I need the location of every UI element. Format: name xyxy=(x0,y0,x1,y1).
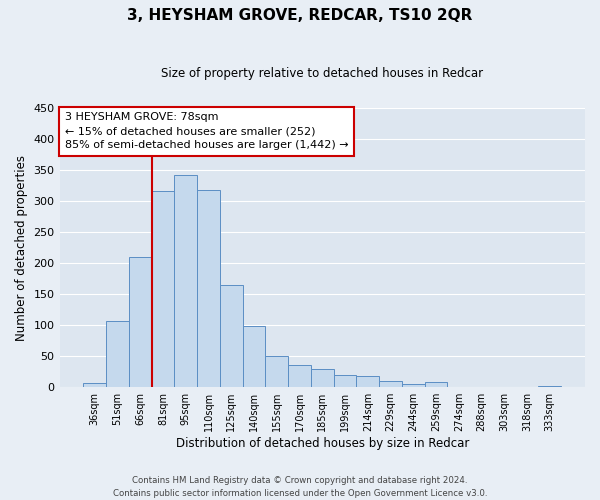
Bar xyxy=(356,376,379,387)
Bar xyxy=(538,386,561,387)
Bar xyxy=(288,365,311,387)
Text: Contains HM Land Registry data © Crown copyright and database right 2024.
Contai: Contains HM Land Registry data © Crown c… xyxy=(113,476,487,498)
Bar xyxy=(402,384,425,387)
Bar xyxy=(220,285,242,387)
Bar xyxy=(425,382,448,387)
Bar xyxy=(379,381,402,387)
Text: 3, HEYSHAM GROVE, REDCAR, TS10 2QR: 3, HEYSHAM GROVE, REDCAR, TS10 2QR xyxy=(127,8,473,22)
Title: Size of property relative to detached houses in Redcar: Size of property relative to detached ho… xyxy=(161,68,484,80)
Bar xyxy=(334,376,356,387)
Bar xyxy=(175,175,197,387)
Text: 3 HEYSHAM GROVE: 78sqm
← 15% of detached houses are smaller (252)
85% of semi-de: 3 HEYSHAM GROVE: 78sqm ← 15% of detached… xyxy=(65,112,349,150)
Bar xyxy=(265,356,288,387)
Bar xyxy=(106,321,129,387)
X-axis label: Distribution of detached houses by size in Redcar: Distribution of detached houses by size … xyxy=(176,437,469,450)
Bar xyxy=(152,190,175,387)
Bar xyxy=(197,190,220,387)
Y-axis label: Number of detached properties: Number of detached properties xyxy=(15,154,28,340)
Bar xyxy=(83,383,106,387)
Bar xyxy=(242,326,265,387)
Bar xyxy=(129,257,152,387)
Bar xyxy=(311,368,334,387)
